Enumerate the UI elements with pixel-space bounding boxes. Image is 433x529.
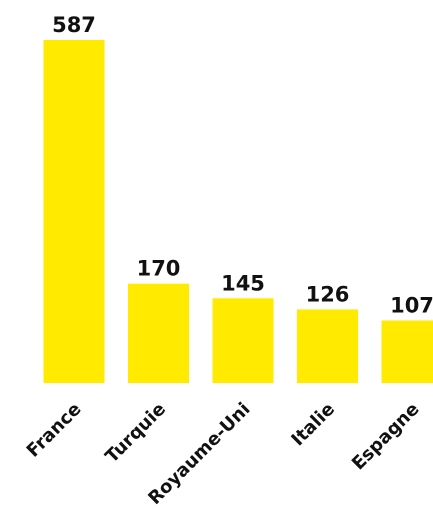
category-label-turquie: Turquie bbox=[101, 399, 170, 468]
value-label-france: 587 bbox=[52, 13, 96, 37]
category-label-italie: Italie bbox=[287, 399, 339, 451]
bar-espagne bbox=[381, 320, 433, 383]
value-label-espagne: 107 bbox=[390, 294, 433, 318]
bar-france bbox=[43, 40, 105, 383]
value-label-turquie: 170 bbox=[137, 257, 181, 281]
bars-group bbox=[43, 40, 433, 383]
bar-italie bbox=[297, 309, 358, 383]
category-label-france: France bbox=[23, 399, 86, 462]
bar-royaume-uni bbox=[212, 298, 274, 383]
value-labels-group: 587 170 145 126 107 bbox=[52, 13, 433, 318]
category-label-espagne: Espagne bbox=[348, 399, 424, 475]
value-label-italie: 126 bbox=[306, 282, 350, 306]
value-label-royaume-uni: 145 bbox=[221, 271, 265, 295]
bar-turquie bbox=[128, 283, 189, 383]
